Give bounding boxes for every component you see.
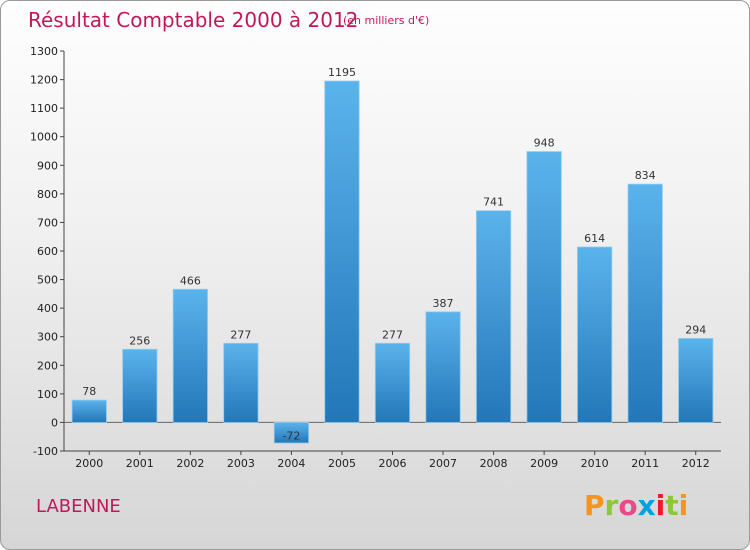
x-tick-label: 2009 xyxy=(530,457,558,470)
x-tick-label: 2001 xyxy=(126,457,154,470)
bar-2004 xyxy=(273,422,310,444)
logo-letter: x xyxy=(637,489,656,522)
data-label-2003: 277 xyxy=(230,328,251,341)
bar-2011 xyxy=(627,183,663,423)
y-tick-label: 900 xyxy=(37,159,58,172)
y-tick-label: 200 xyxy=(37,359,58,372)
bar-2003 xyxy=(223,342,259,423)
data-label-2004: -72 xyxy=(282,429,300,442)
data-label-2006: 277 xyxy=(382,328,403,341)
x-tick-label: 2008 xyxy=(480,457,508,470)
y-tick-label: -100 xyxy=(33,445,58,458)
x-tick-label: 2011 xyxy=(631,457,659,470)
logo-letter: P xyxy=(584,489,605,522)
y-tick-label: 1100 xyxy=(30,102,58,115)
x-tick-label: 2002 xyxy=(176,457,204,470)
y-tick-label: 1200 xyxy=(30,74,58,87)
data-label-2011: 834 xyxy=(635,169,656,182)
y-tick-label: 300 xyxy=(37,331,58,344)
data-label-2002: 466 xyxy=(180,274,201,287)
logo-letter: o xyxy=(618,489,638,522)
bar-2002 xyxy=(172,288,208,423)
data-label-2001: 256 xyxy=(129,334,150,347)
y-tick-label: 500 xyxy=(37,274,58,287)
logo-letter: i xyxy=(678,489,689,522)
data-label-2000: 78 xyxy=(82,385,96,398)
bar-2000 xyxy=(71,399,107,423)
chart-subtitle: (en milliers d'€) xyxy=(343,14,430,27)
chart-title: Résultat Comptable 2000 à 2012 xyxy=(28,8,359,32)
bar-2012 xyxy=(678,338,714,423)
data-label-2005: 1195 xyxy=(328,66,356,79)
y-tick-label: 600 xyxy=(37,245,58,258)
y-tick-label: 700 xyxy=(37,216,58,229)
bar-2001 xyxy=(122,348,158,423)
logo-letter: i xyxy=(655,489,666,522)
x-tick-label: 2003 xyxy=(227,457,255,470)
data-label-2007: 387 xyxy=(433,297,454,310)
data-label-2012: 294 xyxy=(685,323,706,336)
x-tick-label: 2004 xyxy=(277,457,305,470)
data-label-2009: 948 xyxy=(534,137,555,150)
data-label-2010: 614 xyxy=(584,232,605,245)
bar-2005 xyxy=(324,80,360,423)
bar-2008 xyxy=(475,210,512,423)
bar-2009 xyxy=(526,151,562,423)
y-tick-label: 0 xyxy=(51,416,58,429)
x-tick-label: 2012 xyxy=(682,457,710,470)
logo-letter: t xyxy=(665,489,679,522)
y-tick-label: 400 xyxy=(37,302,58,315)
x-tick-label: 2010 xyxy=(581,457,609,470)
x-tick-label: 2007 xyxy=(429,457,457,470)
y-tick-label: 1300 xyxy=(30,45,58,58)
y-tick-label: 800 xyxy=(37,188,58,201)
proxiti-logo: Proxiti xyxy=(584,489,688,522)
y-tick-label: 100 xyxy=(37,388,58,401)
x-tick-label: 2006 xyxy=(379,457,407,470)
x-tick-label: 2005 xyxy=(328,457,356,470)
data-label-2008: 741 xyxy=(483,196,504,209)
y-tick-label: 1000 xyxy=(30,131,58,144)
bar-2010 xyxy=(577,246,613,423)
bar-2006 xyxy=(374,342,411,423)
x-tick-label: 2000 xyxy=(75,457,103,470)
logo-letter: r xyxy=(604,489,619,522)
commune-name: LABENNE xyxy=(36,496,121,517)
bar-2007 xyxy=(425,311,461,423)
